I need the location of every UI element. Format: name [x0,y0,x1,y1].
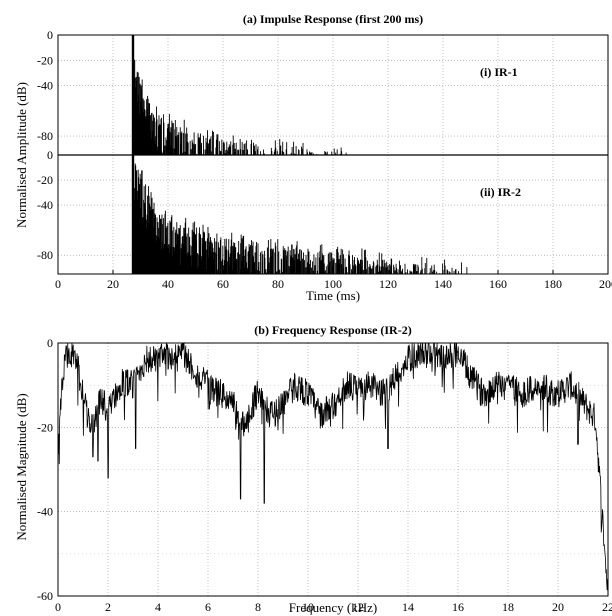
frequency-response-x-tick-label: 20 [552,600,564,614]
frequency-response-ticks: 0 2 4 6 8 10 12 14 16 18 20 22 0 -20 -40 -60 [37,336,612,614]
impulse-response-y-tick-label: -80 [37,129,53,143]
frequency-response-y-tick-label: -40 [37,505,53,519]
impulse-response-y-tick-label: 0 [47,28,53,42]
frequency-response-x-tick-label: 22 [602,600,612,614]
impulse-response-ylabel: Normalised Amplitude (dB) [14,82,29,228]
impulse-response-x-tick-label: 20 [107,277,119,291]
frequency-response-y-tick-label: -20 [37,420,53,434]
frequency-response-frame [57,342,609,597]
impulse-response-y-tick-label: -20 [37,173,53,187]
frequency-response-line [57,342,609,597]
impulse-response-x-tick-label: 100 [324,277,342,291]
frequency-response-x-tick-label: 16 [452,600,464,614]
impulse-response-y-tick-label: -20 [37,53,53,67]
frequency-response-x-tick-label: 0 [55,600,61,614]
impulse-response-xlabel: Time (ms) [306,288,360,303]
impulse-response-panel: (a) Impulse Response (first 200 ms) Norm… [14,12,612,303]
frequency-response-x-tick-label: 18 [502,600,514,614]
impulse-response-bars [131,35,468,274]
impulse-response-y-tick-label: 0 [47,148,53,162]
ir1-label: (i) IR-1 [480,65,518,79]
impulse-response-bars-1 [131,35,347,155]
impulse-response-bars-2 [131,155,468,274]
impulse-response-ticks: 0 20 40 60 80 100 120 140 160 180 200 0 -20 -40 -80 0 -2… [37,28,612,291]
frequency-response-x-tick-label: 12 [352,600,364,614]
frequency-response-grid [57,342,609,597]
frequency-response-ylabel: Normalised Magnitude (dB) [14,393,29,540]
impulse-response-title: (a) Impulse Response (first 200 ms) [243,12,423,26]
frequency-response-series-line [57,342,609,597]
frequency-response-y-tick-label: -60 [37,589,53,603]
frequency-response-title: (b) Frequency Response (IR-2) [254,323,411,337]
impulse-response-x-tick-label: 140 [434,277,452,291]
impulse-response-x-tick-label: 180 [544,277,562,291]
impulse-response-x-tick-label: 60 [217,277,229,291]
impulse-response-x-tick-label: 200 [599,277,612,291]
frequency-response-x-tick-label: 14 [402,600,414,614]
frequency-response-panel: (b) Frequency Response (IR-2) Normalised… [14,323,612,615]
frequency-response-xlabel: Frequency (kHz) [289,600,377,615]
impulse-response-y-tick-label: -80 [37,248,53,262]
frequency-response-x-tick-label: 10 [302,600,314,614]
impulse-response-x-tick-label: 120 [379,277,397,291]
ir2-label: (ii) IR-2 [480,185,521,199]
impulse-response-x-tick-label: 160 [489,277,507,291]
frequency-response-x-tick-label: 8 [255,600,261,614]
impulse-response-x-tick-label: 40 [162,277,174,291]
frequency-response-x-tick-label: 2 [105,600,111,614]
frequency-response-y-tick-label: 0 [47,336,53,350]
frequency-response-x-tick-label: 4 [155,600,161,614]
impulse-response-x-tick-label: 80 [272,277,284,291]
impulse-response-y-tick-label: -40 [37,79,53,93]
impulse-response-y-tick-label: -40 [37,198,53,212]
frequency-response-x-tick-label: 6 [205,600,211,614]
impulse-response-x-tick-label: 0 [55,277,61,291]
